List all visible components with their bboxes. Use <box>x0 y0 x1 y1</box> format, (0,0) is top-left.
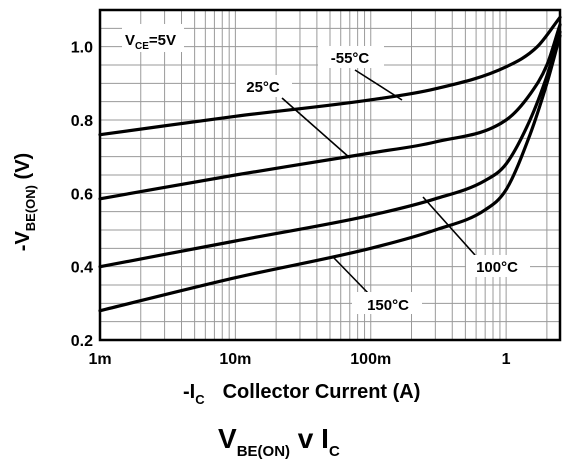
series-curves <box>98 15 562 313</box>
plot-frame <box>98 8 562 342</box>
series-label-bg <box>318 46 384 68</box>
tick-labels: 1m 10m 100m 1 0.2 0.4 0.6 0.8 1.0 <box>71 40 511 368</box>
y-tick-label: 0.2 <box>71 333 93 350</box>
series-leader-line <box>281 97 351 159</box>
series-line-2 <box>98 30 562 269</box>
condition-label-bg <box>122 24 184 52</box>
x-tick-label: 1 <box>502 351 511 368</box>
series-line-0 <box>98 15 562 137</box>
y-tick-label: 0.8 <box>71 113 93 130</box>
chart-title: VBE(ON) v IC <box>218 423 340 460</box>
y-tick-label: 1.0 <box>71 40 93 57</box>
grid <box>99 9 560 341</box>
series-label-bg <box>352 292 422 314</box>
chart-title-a: V <box>218 423 237 454</box>
x-axis-label-main: -I <box>183 381 195 403</box>
series-label-bg <box>466 255 530 277</box>
series-label-bg <box>236 75 292 97</box>
chart-title-b-sub: C <box>329 443 340 460</box>
condition-sub: CE <box>135 41 149 52</box>
series-line-1 <box>98 23 562 201</box>
y-axis-label-main: -V <box>12 231 34 252</box>
x-axis-label-sub: C <box>195 392 205 407</box>
x-tick-label: 10m <box>219 351 251 368</box>
series-leader-line <box>354 69 403 101</box>
series-annotations: -55°C 25°C 100°C 150°C <box>236 46 530 314</box>
series-leader-line <box>333 257 369 294</box>
y-axis-label-sub: BE(ON) <box>23 185 38 231</box>
series-leader-line <box>422 196 476 256</box>
x-tick-label: 1m <box>88 351 111 368</box>
condition-value: =5V <box>149 32 176 49</box>
series-line-3 <box>98 34 562 313</box>
chart-title-b: v I <box>290 423 329 454</box>
series-label: 25°C <box>246 79 280 96</box>
y-axis-label-unit: (V) <box>12 153 34 185</box>
condition-main: V <box>125 32 135 49</box>
y-axis-label: -VBE(ON) (V) <box>12 153 38 251</box>
x-axis-label-text: Collector Current (A) <box>223 381 421 403</box>
chart-title-a-sub: BE(ON) <box>237 443 290 460</box>
x-tick-label: 100m <box>350 351 391 368</box>
x-axis-label: -IC Collector Current (A) <box>183 381 420 407</box>
y-tick-label: 0.4 <box>71 260 93 277</box>
y-tick-label: 0.6 <box>71 186 93 203</box>
condition-label-text: VCE=5V <box>125 32 176 52</box>
series-label: 150°C <box>367 297 409 314</box>
series-label: -55°C <box>331 50 370 67</box>
series-label: 100°C <box>476 259 518 276</box>
condition-label: VCE=5V <box>122 24 184 52</box>
